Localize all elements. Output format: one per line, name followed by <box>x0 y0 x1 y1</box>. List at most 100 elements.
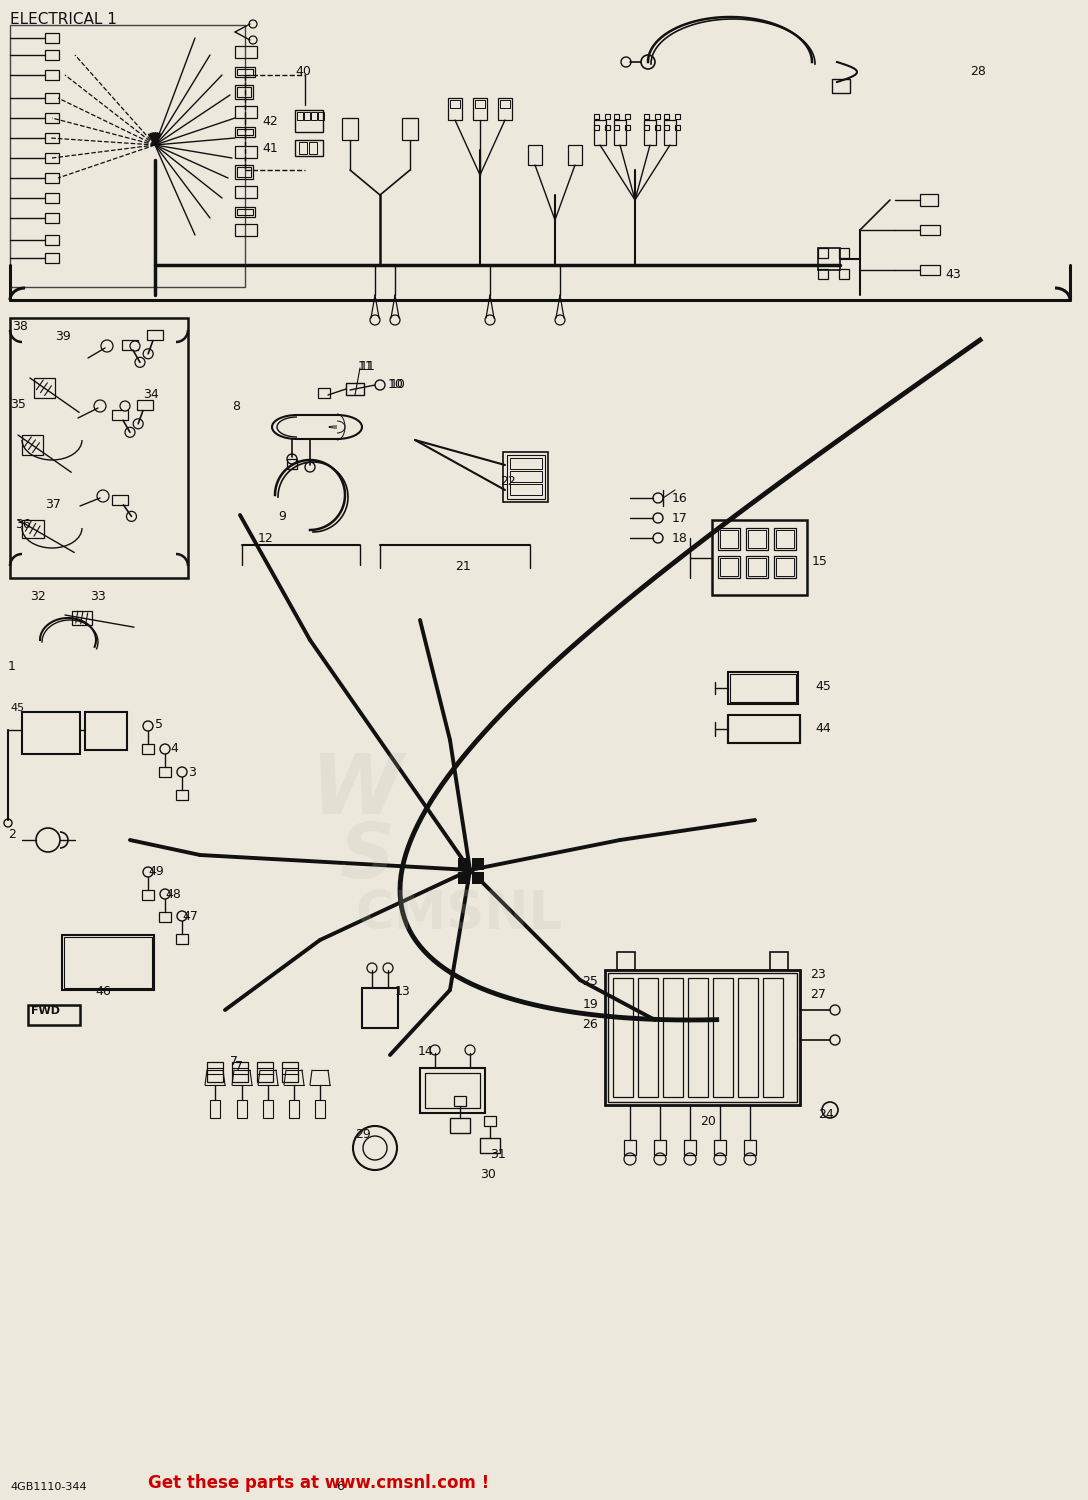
Bar <box>832 80 850 93</box>
Text: 46: 46 <box>95 986 111 998</box>
Bar <box>749 530 766 548</box>
Bar <box>143 744 154 754</box>
Bar <box>45 134 59 142</box>
Text: 10: 10 <box>390 378 406 392</box>
Bar <box>235 186 257 198</box>
Bar <box>746 556 768 578</box>
Text: 5: 5 <box>154 718 163 730</box>
Bar <box>289 1100 299 1118</box>
Text: 18: 18 <box>672 532 688 544</box>
Bar <box>920 194 938 206</box>
Bar <box>346 382 364 394</box>
Bar <box>718 556 740 578</box>
Bar <box>663 978 683 1096</box>
Bar <box>316 1100 325 1118</box>
Bar <box>528 146 542 165</box>
Bar <box>744 1140 756 1155</box>
Bar <box>45 153 59 164</box>
Bar <box>45 213 59 223</box>
Bar <box>122 340 138 350</box>
Bar <box>472 858 484 870</box>
Text: 48: 48 <box>165 888 181 902</box>
Bar <box>664 114 669 118</box>
Bar <box>473 98 487 120</box>
Bar <box>23 519 44 538</box>
Bar <box>176 934 188 944</box>
Text: 45: 45 <box>10 704 24 712</box>
Bar <box>210 1100 220 1118</box>
Bar <box>237 209 254 214</box>
Bar <box>614 124 619 130</box>
Text: 31: 31 <box>490 1148 506 1161</box>
Circle shape <box>97 490 109 502</box>
Circle shape <box>126 512 136 522</box>
Bar <box>510 458 542 470</box>
Text: 2: 2 <box>8 828 16 842</box>
Text: 25: 25 <box>582 975 598 988</box>
Bar <box>713 978 733 1096</box>
Bar <box>614 114 619 118</box>
Bar <box>159 766 171 777</box>
Bar <box>503 452 548 503</box>
Bar <box>480 1138 500 1154</box>
Bar <box>510 471 542 482</box>
Bar <box>625 1140 636 1155</box>
Text: 10: 10 <box>388 378 404 392</box>
Bar <box>654 1140 666 1155</box>
Text: 38: 38 <box>12 320 28 333</box>
Bar <box>450 1118 470 1132</box>
Bar <box>617 952 635 970</box>
Bar <box>64 938 152 988</box>
Text: 42: 42 <box>262 116 277 128</box>
Circle shape <box>120 400 129 411</box>
Bar <box>235 86 254 99</box>
Bar <box>237 166 251 177</box>
Bar <box>448 98 462 120</box>
Bar <box>718 528 740 550</box>
Bar <box>675 114 680 118</box>
Bar <box>45 112 59 123</box>
Bar <box>147 330 163 340</box>
Circle shape <box>144 350 153 358</box>
Bar <box>625 124 630 130</box>
Bar <box>605 114 610 118</box>
Bar <box>263 1100 273 1118</box>
Text: 33: 33 <box>90 590 106 603</box>
Text: 13: 13 <box>395 986 411 998</box>
Bar <box>176 790 188 800</box>
Text: 32: 32 <box>30 590 46 603</box>
Circle shape <box>129 340 140 351</box>
Text: 40: 40 <box>295 64 311 78</box>
Bar <box>594 120 606 146</box>
Bar <box>484 1116 496 1126</box>
Bar <box>420 1068 485 1113</box>
Bar <box>770 952 788 970</box>
Text: 39: 39 <box>55 330 71 344</box>
Bar <box>720 558 738 576</box>
Text: 30: 30 <box>480 1168 496 1180</box>
Bar <box>728 716 800 742</box>
Bar <box>237 1100 247 1118</box>
Bar <box>72 612 92 624</box>
Text: 1: 1 <box>8 660 16 674</box>
Text: 23: 23 <box>809 968 826 981</box>
Bar <box>458 858 470 870</box>
Bar <box>818 248 828 258</box>
Text: 17: 17 <box>672 512 688 525</box>
Bar <box>920 266 940 274</box>
Bar <box>749 558 766 576</box>
Text: 11: 11 <box>358 360 374 374</box>
Bar <box>472 871 484 883</box>
Text: 26: 26 <box>582 1019 598 1031</box>
Bar <box>137 400 153 410</box>
Text: 45: 45 <box>815 680 831 693</box>
Text: 4: 4 <box>170 742 177 754</box>
Bar <box>839 248 849 258</box>
Text: CMSNL: CMSNL <box>355 888 562 940</box>
Bar <box>401 118 418 140</box>
Bar <box>237 129 254 135</box>
Text: 34: 34 <box>143 388 159 400</box>
Bar <box>776 558 794 576</box>
Text: 15: 15 <box>812 555 828 568</box>
Bar <box>282 1062 298 1082</box>
